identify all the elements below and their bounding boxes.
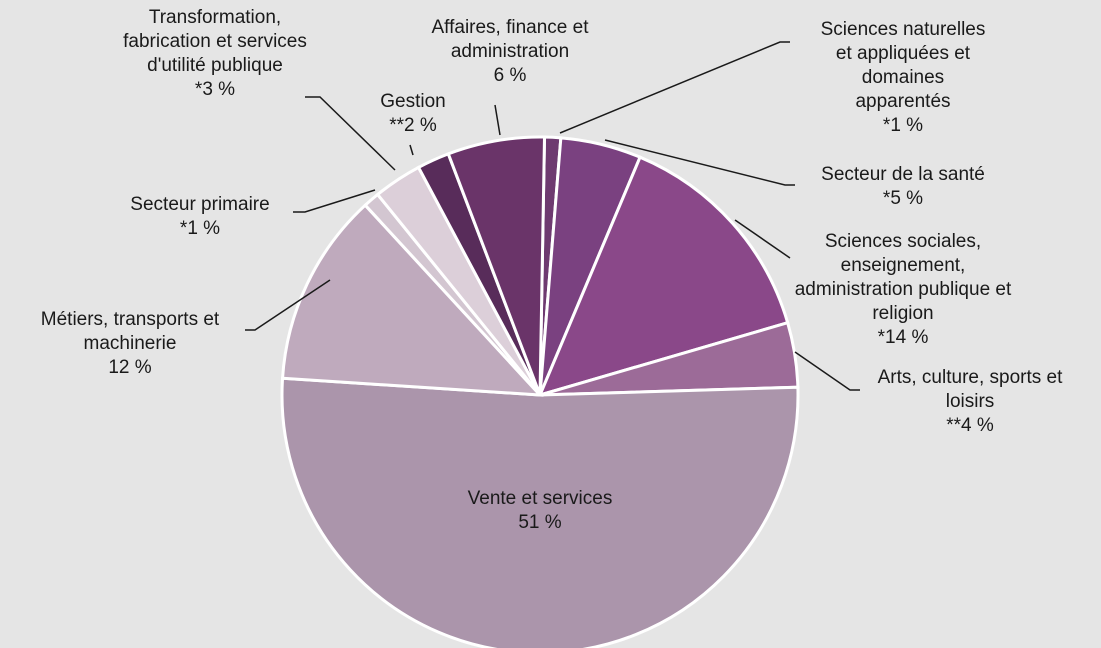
pie-slice [280, 376, 800, 648]
category-name: Secteur primaire [130, 194, 270, 215]
pie-slice [446, 135, 547, 396]
leader-line [305, 96, 396, 171]
value-label: 12 % [108, 357, 152, 378]
slice-label: Transformation, fabrication et services … [120, 6, 310, 102]
leader-line [559, 41, 790, 134]
slice-label: Sciences naturelles et appliquées et dom… [816, 18, 991, 138]
value-label: *14 % [877, 327, 929, 348]
leader-line [604, 139, 795, 186]
value-label: 51 % [518, 512, 562, 533]
value-label: *1 % [179, 218, 221, 239]
slice-label: Vente et services 51 % [430, 487, 650, 535]
value-label: 6 % [493, 65, 527, 86]
category-name: Secteur de la santé [821, 164, 985, 185]
category-name: Gestion [380, 91, 446, 112]
slice-label: Affaires, finance et administration 6 % [410, 16, 610, 88]
value-label: *5 % [882, 188, 924, 209]
leader-line [293, 189, 376, 213]
value-label: **4 % [946, 415, 994, 436]
leader-line [494, 104, 501, 136]
slice-label: Arts, culture, sports et loisirs **4 % [870, 366, 1070, 438]
category-name: Métiers, transports et machinerie [40, 309, 220, 354]
value-label: *3 % [194, 79, 236, 100]
slice-label: Secteur de la santé *5 % [803, 163, 1003, 211]
leader-line [245, 279, 331, 331]
leader-line [794, 351, 860, 391]
slice-label: Gestion **2 % [368, 90, 458, 138]
leader-line [734, 219, 791, 259]
category-name: Sciences naturelles et appliquées et dom… [820, 19, 986, 112]
slice-label: Sciences sociales, enseignement, adminis… [793, 230, 1013, 350]
slice-label: Métiers, transports et machinerie 12 % [10, 308, 250, 380]
slice-label: Secteur primaire *1 % [100, 193, 300, 241]
category-name: Arts, culture, sports et loisirs [877, 367, 1063, 412]
category-name: Transformation, fabrication et services … [123, 7, 307, 76]
category-name: Affaires, finance et administration [431, 17, 589, 62]
category-name: Vente et services [467, 488, 613, 509]
value-label: *1 % [882, 115, 924, 136]
pie-slice [537, 155, 790, 398]
value-label: **2 % [389, 115, 437, 136]
leader-line [409, 144, 414, 156]
category-name: Sciences sociales, enseignement, adminis… [794, 231, 1012, 324]
pie-slice [280, 203, 544, 397]
